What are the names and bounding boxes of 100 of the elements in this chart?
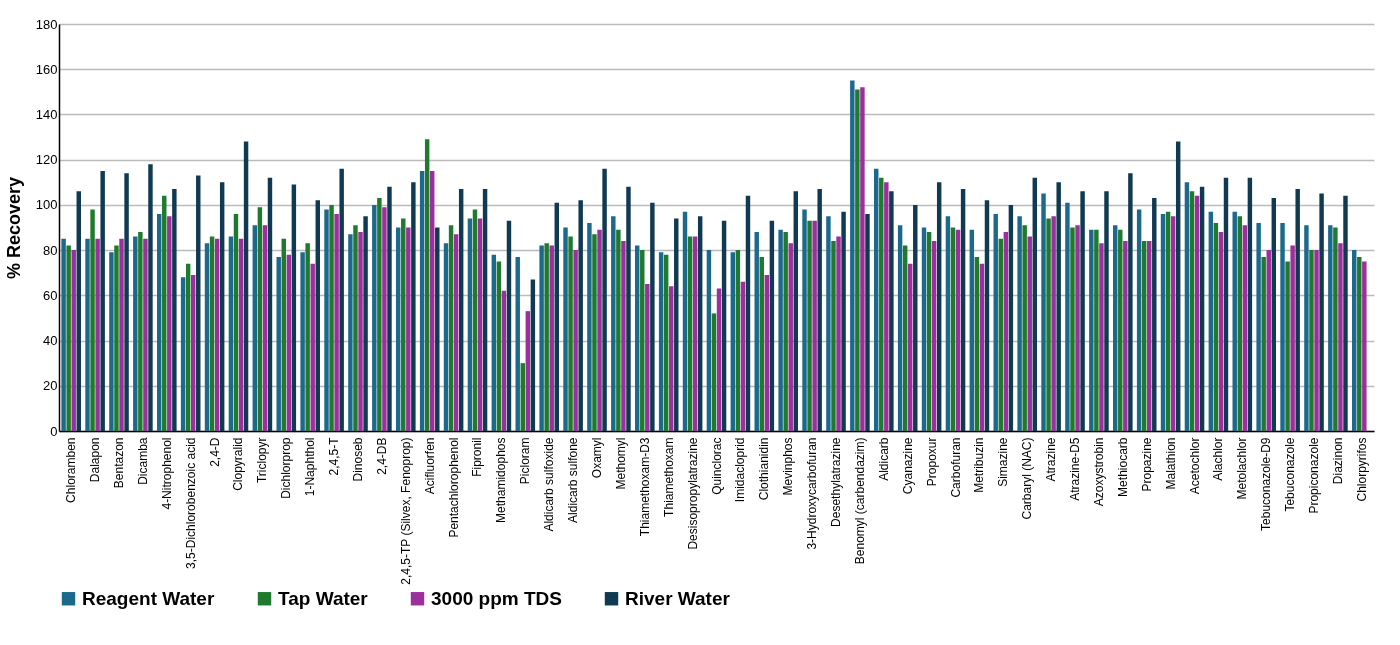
bar — [1352, 250, 1357, 431]
bar — [711, 313, 717, 431]
bar — [315, 200, 320, 431]
bar — [778, 229, 783, 431]
bar — [430, 170, 435, 431]
bar — [172, 189, 177, 431]
bar — [1285, 261, 1290, 431]
bar — [1113, 225, 1118, 431]
bar — [1184, 182, 1190, 431]
bar — [339, 168, 344, 431]
x-tick-label: Fipronil — [470, 437, 485, 477]
bar — [611, 216, 616, 431]
bar — [1065, 202, 1070, 431]
bar — [1008, 204, 1014, 431]
bar — [807, 220, 812, 431]
x-tick-label: Thiamethoxam — [661, 437, 676, 517]
x-tick-label: Desisopropylatrazine — [685, 437, 700, 550]
x-tick-label: Clothianidin — [757, 437, 772, 501]
x-tick-label: Triclopyr — [255, 437, 270, 484]
bar — [276, 256, 281, 431]
bar — [682, 211, 688, 431]
y-tick-label: 160 — [35, 61, 58, 77]
bar — [626, 186, 631, 431]
bar — [960, 189, 966, 431]
bar — [865, 213, 870, 431]
bar — [133, 236, 138, 431]
bar — [1104, 191, 1109, 431]
bar — [162, 195, 167, 431]
bar — [291, 184, 297, 431]
bar — [674, 218, 679, 431]
bar — [544, 243, 549, 431]
bar — [841, 211, 846, 431]
bar — [435, 227, 440, 431]
x-tick-label: Cyanazine — [900, 437, 915, 495]
x-tick-label: Propoxur — [924, 437, 939, 487]
bar — [1170, 216, 1176, 431]
bar — [1027, 236, 1032, 431]
bar — [443, 243, 449, 431]
bar — [855, 89, 860, 431]
bar — [1128, 173, 1133, 431]
bar — [467, 218, 473, 431]
bar — [984, 200, 990, 431]
x-tick-label: Pentachlorophenol — [446, 437, 461, 538]
bar — [61, 238, 66, 431]
bar — [305, 243, 310, 431]
bar — [525, 311, 531, 431]
bar — [592, 234, 597, 431]
bar — [783, 232, 788, 431]
bar — [716, 288, 722, 431]
bar — [1160, 213, 1166, 431]
bar — [1208, 211, 1214, 431]
bar — [563, 227, 568, 431]
bar — [482, 189, 488, 431]
bar — [1152, 198, 1157, 431]
bar — [214, 238, 220, 431]
bar — [1189, 191, 1195, 431]
bar — [884, 182, 889, 431]
bar — [817, 189, 822, 431]
bar — [1046, 218, 1051, 431]
y-tick-label: 0 — [50, 423, 58, 439]
bar — [1271, 198, 1277, 431]
bar — [759, 256, 764, 431]
bar — [1232, 211, 1237, 431]
bar — [836, 236, 841, 431]
bar — [1362, 261, 1367, 431]
bar — [353, 225, 358, 431]
bar — [1041, 193, 1046, 431]
bar — [1003, 232, 1009, 431]
x-tick-label: Bentazon — [111, 437, 126, 489]
bar — [209, 236, 215, 431]
x-tick-label: Malathion — [1163, 437, 1178, 490]
bar — [1319, 193, 1324, 431]
bar — [501, 290, 507, 431]
bar — [1080, 191, 1085, 431]
x-tick-label: Azoxystrobin — [1091, 437, 1106, 507]
bar — [458, 189, 464, 431]
bar — [1099, 243, 1104, 431]
bar — [448, 225, 454, 431]
bar — [826, 216, 831, 431]
bar — [119, 238, 124, 431]
bar — [372, 204, 377, 431]
x-tick-label: Chloramben — [64, 437, 79, 503]
bar — [650, 202, 655, 431]
bar — [602, 168, 607, 431]
bar — [897, 225, 903, 431]
bar — [472, 209, 478, 431]
bar — [539, 245, 544, 431]
bar — [793, 191, 798, 431]
bar — [76, 191, 81, 431]
bar — [874, 168, 879, 431]
x-tick-label: Aldicarb — [876, 437, 891, 481]
bar — [281, 238, 286, 431]
x-tick-label: Clopyralid — [231, 437, 246, 491]
bar — [262, 225, 268, 431]
bar — [697, 216, 703, 431]
bar — [754, 232, 759, 431]
x-tick-label: Benomyl (carbendazim) — [852, 437, 867, 565]
bar — [974, 256, 980, 431]
x-tick-label: 2,4-DB — [374, 437, 389, 475]
y-tick-label: 120 — [35, 152, 58, 168]
